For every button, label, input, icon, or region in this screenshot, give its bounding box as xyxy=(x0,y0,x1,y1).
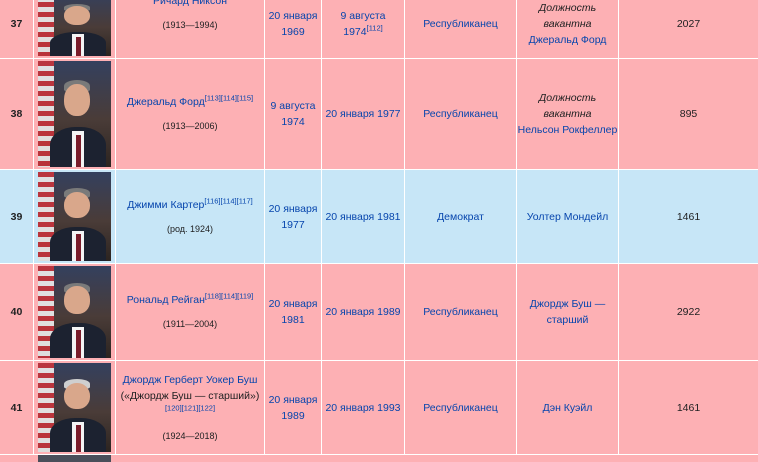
row-number: 38 xyxy=(0,59,34,169)
term-end-link[interactable]: 20 января 1977 xyxy=(325,108,401,120)
life-years: (1924—2018) xyxy=(162,430,218,441)
president-name-link[interactable]: Ричард Никсон xyxy=(153,0,227,7)
reference-link[interactable]: [117] xyxy=(236,196,253,205)
reference-link[interactable]: [114] xyxy=(220,93,237,103)
days-in-office: 1461 xyxy=(676,401,701,414)
vp-link[interactable]: Уолтер Мондейл xyxy=(526,210,609,223)
table-row: 40 Рональд Рейган[118][114][119] (1911—2… xyxy=(0,264,758,360)
president-name-link[interactable]: Джимми Картер xyxy=(127,198,205,211)
days-in-office: 2922 xyxy=(676,306,701,318)
row-number: 37 xyxy=(0,0,34,58)
party-link[interactable]: Республиканец xyxy=(423,108,498,120)
portrait-photo[interactable] xyxy=(38,172,111,261)
term-end-link[interactable]: 20 января 1993 xyxy=(325,401,401,414)
president-name-link[interactable]: Джордж Герберт Уокер Буш xyxy=(122,373,258,386)
vp-note: Должность вакантна xyxy=(538,92,597,120)
reference-link[interactable]: [113] xyxy=(204,93,221,103)
days-in-office: 895 xyxy=(679,108,698,120)
vp-link[interactable]: Нельсон Рокфеллер xyxy=(517,124,618,136)
table-row: 39 Джимми Картер[116][114][117] (род. 19… xyxy=(0,170,758,263)
party-link[interactable]: Республиканец xyxy=(423,401,498,414)
table-row: 41 Джордж Герберт Уокер Буш («Джордж Буш… xyxy=(0,361,758,454)
reference-link[interactable]: [118] xyxy=(204,291,222,301)
party-link[interactable]: Демократ xyxy=(437,210,484,223)
next-row-partial xyxy=(0,455,758,462)
days-in-office: 2027 xyxy=(676,18,701,30)
reference-link[interactable]: [119] xyxy=(237,291,254,301)
reference-link[interactable]: [114] xyxy=(221,291,238,301)
term-start-link[interactable]: 20 января 1989 xyxy=(268,393,318,422)
life-years: (1911—2004) xyxy=(162,319,218,329)
row-number: 39 xyxy=(0,170,34,263)
term-end-link[interactable]: 20 января 1989 xyxy=(325,306,401,318)
portrait-photo[interactable] xyxy=(38,61,111,167)
reference-link[interactable]: [116] xyxy=(204,196,221,205)
vp-link[interactable]: Джеральд Форд xyxy=(528,34,607,46)
reference-link[interactable]: [115] xyxy=(236,93,254,103)
table-row: 38 Джеральд Форд[113][114][115] (1913—20… xyxy=(0,59,758,169)
party-link[interactable]: Республиканец xyxy=(423,306,498,318)
term-end-link[interactable]: 20 января 1981 xyxy=(325,210,401,223)
reference-link[interactable]: [114] xyxy=(220,196,237,205)
vp-link[interactable]: Джордж Буш — старший xyxy=(529,298,606,326)
vp-link[interactable]: Дэн Куэйл xyxy=(542,401,593,414)
vp-note: Должность вакантна xyxy=(538,2,597,30)
portrait-photo[interactable] xyxy=(38,0,111,56)
term-start-link[interactable]: 20 января 1981 xyxy=(268,298,318,326)
reference-link[interactable]: [122] xyxy=(198,403,216,412)
table-row: 37 Ричард Никсон (1913—1994) 20 января 1… xyxy=(0,0,758,58)
row-number: 40 xyxy=(0,264,34,360)
president-name-link[interactable]: Рональд Рейган xyxy=(126,294,205,306)
life-years: (род. 1924) xyxy=(166,223,214,234)
term-start-link[interactable]: 20 января 1969 xyxy=(268,10,318,38)
term-start-link[interactable]: 9 августа 1974 xyxy=(270,100,316,128)
life-years: (1913—2006) xyxy=(162,121,218,131)
term-end-link[interactable]: 9 августа 1974 xyxy=(340,10,386,38)
reference-link[interactable]: [120] xyxy=(164,403,182,412)
portrait-photo[interactable] xyxy=(38,266,111,358)
life-years: (1913—1994) xyxy=(162,20,218,30)
portrait-photo[interactable] xyxy=(38,363,111,452)
reference-link[interactable]: [121] xyxy=(181,403,199,412)
row-number: 41 xyxy=(0,361,34,454)
nickname: («Джордж Буш — старший») xyxy=(120,389,260,402)
term-start-link[interactable]: 20 января 1977 xyxy=(268,202,318,231)
president-name-link[interactable]: Джеральд Форд xyxy=(126,96,205,108)
party-link[interactable]: Республиканец xyxy=(423,18,498,30)
days-in-office: 1461 xyxy=(676,210,701,223)
reference-link[interactable]: [112] xyxy=(366,23,383,33)
